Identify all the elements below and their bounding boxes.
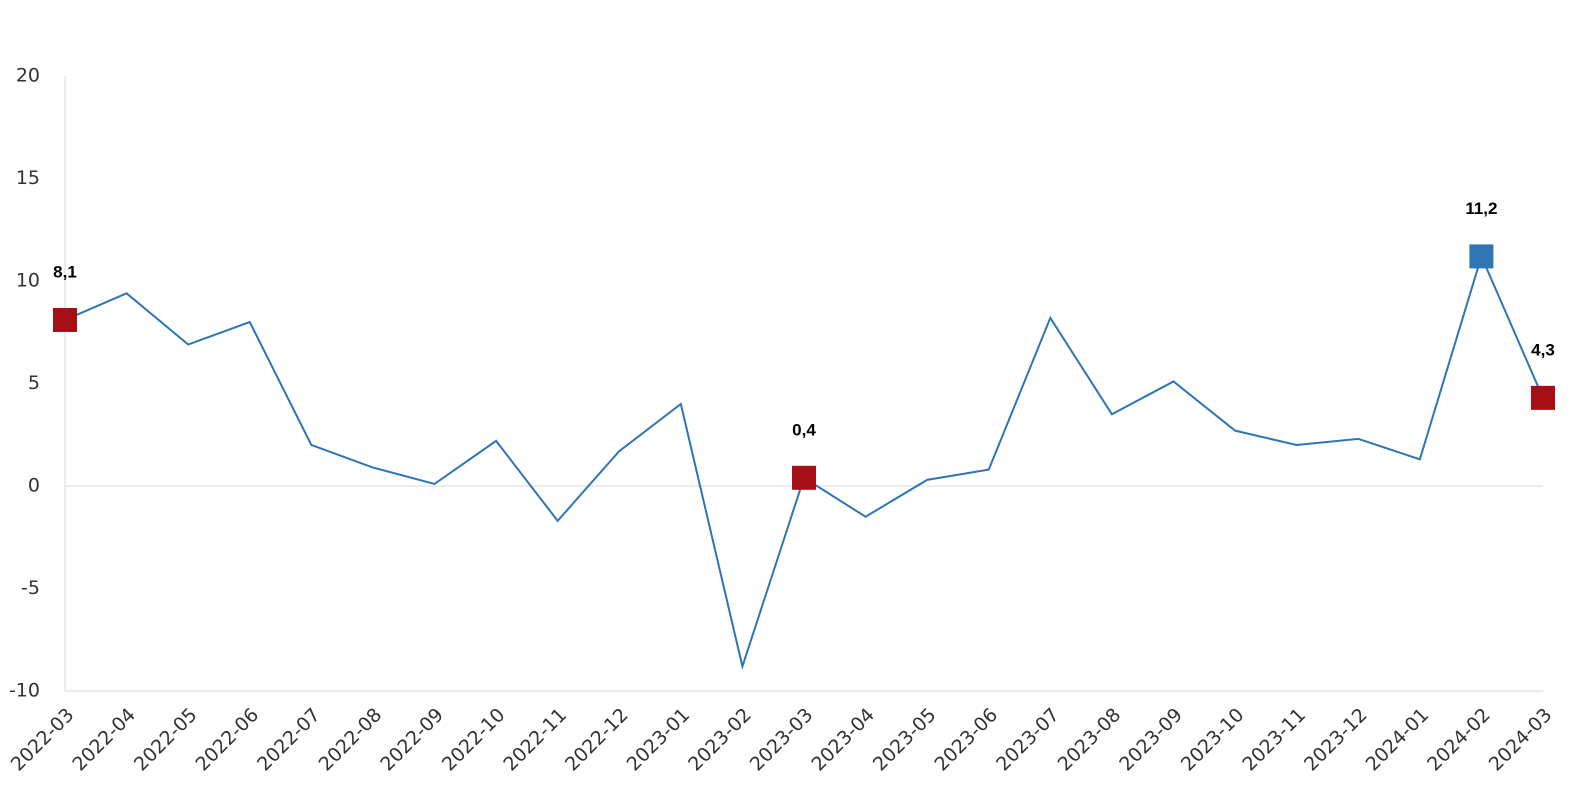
x-tick-label: 2022-10	[438, 704, 510, 776]
x-tick-label: 2023-11	[1238, 704, 1310, 776]
x-tick-label: 2023-10	[1177, 704, 1249, 776]
x-tick-label: 2022-06	[191, 704, 263, 776]
x-tick-label: 2022-07	[253, 704, 325, 776]
x-tick-label: 2023-08	[1054, 704, 1126, 776]
marker	[1531, 385, 1555, 410]
x-tick-label: 2022-08	[315, 704, 387, 776]
y-tick-label: 10	[16, 270, 40, 292]
y-tick-label: 15	[16, 167, 40, 189]
x-tick-label: 2022-03	[7, 704, 79, 776]
x-tick-label: 2023-07	[992, 704, 1064, 776]
x-tick-label: 2022-12	[561, 704, 633, 776]
x-tick-label: 2022-05	[130, 704, 202, 776]
x-tick-label: 2022-11	[499, 704, 571, 776]
x-tick-label: 2023-05	[869, 704, 941, 776]
x-tick-label: 2023-06	[930, 704, 1002, 776]
x-tick-label: 2023-01	[623, 704, 695, 776]
x-tick-label: 2022-09	[376, 704, 448, 776]
y-tick-label: 20	[16, 65, 40, 87]
line	[64, 253, 1544, 671]
x-tick-label: 2023-09	[1115, 704, 1187, 776]
x-tick-label: 2023-02	[684, 704, 756, 776]
x-tick-label: 2022-04	[68, 704, 140, 776]
data-label: 0,4	[792, 420, 816, 439]
y-tick-label: 5	[28, 372, 40, 394]
x-tick-label: 2024-01	[1362, 704, 1434, 776]
x-tick-label: 2023-04	[807, 704, 879, 776]
data-label: 8,1	[53, 262, 77, 281]
y-tick-label: -10	[9, 680, 40, 702]
marker	[1469, 244, 1494, 269]
data-label: 11,2	[1465, 199, 1497, 218]
data-label: 4,3	[1531, 340, 1555, 359]
y-tick-label: 0	[28, 475, 40, 497]
marker	[53, 307, 77, 332]
x-tick-label: 2024-02	[1423, 704, 1495, 776]
x-tick-label: 2023-03	[746, 704, 818, 776]
marker	[792, 465, 816, 490]
x-tick-label: 2023-12	[1300, 704, 1372, 776]
y-tick-label: -5	[21, 577, 40, 599]
x-tick-label: 2024-03	[1485, 704, 1557, 776]
